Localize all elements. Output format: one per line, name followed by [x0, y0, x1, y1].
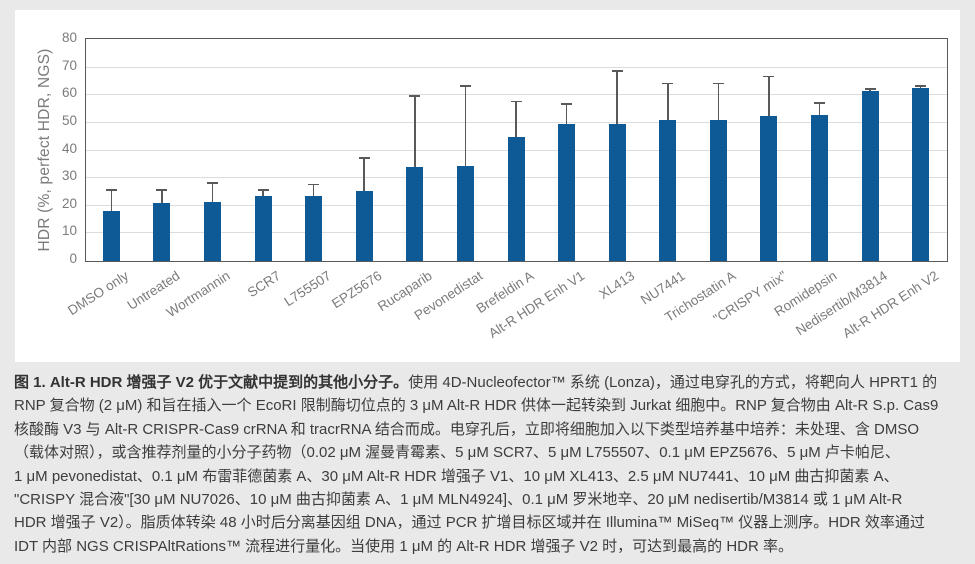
- error-bar-cap: [459, 85, 471, 87]
- bar: [507, 136, 525, 261]
- y-tick-labels: 0 10 20 30 40 50 60 70 80: [15, 30, 77, 266]
- bar: [709, 120, 727, 261]
- bar: [406, 167, 424, 261]
- caption-line: IDT 内部 NGS CRISPAltRations™ 流程进行量化。当使用 1…: [14, 537, 793, 555]
- x-tick-label: Alt-R HDR Enh V1: [485, 268, 587, 342]
- bar: [811, 114, 829, 261]
- gridline: [86, 66, 947, 68]
- x-tick-labels: DMSO only Untreated Wortmannin SCR7 L755507 E…: [65, 268, 948, 360]
- bar: [355, 190, 373, 261]
- caption-line: 核酸酶 V3 与 Alt-R CRISPR-Cas9 crRNA 和 tracr…: [14, 420, 920, 438]
- figure-caption: 图 1. Alt-R HDR 增强子 V2 优于文献中提到的其他小分子。使用 4…: [14, 371, 964, 558]
- chart-panel: HDR (%, perfect HDR, NGS) 0 10 20 30 40 50 60 7…: [15, 10, 960, 362]
- plot-area: [85, 38, 948, 262]
- bar: [558, 124, 576, 261]
- error-bar: [869, 89, 871, 92]
- caption-line: （载体对照），或含推荐剂量的小分子药物（0.02 μM 渥曼青霉素、5 μM S…: [14, 444, 900, 462]
- x-tick-label: DMSO only: [65, 268, 132, 319]
- error-bar-cap: [156, 189, 168, 191]
- bar: [102, 211, 120, 261]
- error-bar-cap: [561, 103, 573, 105]
- error-bar-cap: [358, 157, 370, 159]
- y-tick-label: 60: [61, 85, 77, 101]
- error-bar: [667, 84, 669, 121]
- x-tick-label: Alt-R HDR Enh V2: [839, 268, 941, 342]
- bar: [912, 88, 930, 261]
- error-bar-cap: [257, 189, 269, 191]
- error-bar: [363, 158, 365, 191]
- error-bar: [464, 86, 467, 166]
- error-bar-cap: [814, 102, 826, 104]
- bar: [305, 196, 323, 261]
- error-bar-cap: [611, 70, 623, 72]
- caption-lead: 图 1. Alt-R HDR 增强子 V2 优于文献中提到的其他小分子。: [14, 374, 409, 391]
- error-bar: [211, 183, 214, 202]
- error-bar: [818, 103, 821, 115]
- bar: [456, 165, 474, 261]
- y-tick-label: 30: [61, 168, 77, 184]
- error-bar: [717, 84, 720, 121]
- error-bar: [768, 77, 770, 116]
- gridline: [86, 94, 947, 96]
- x-tick-label: L755507: [281, 268, 334, 310]
- y-tick-label: 40: [61, 140, 77, 156]
- y-tick-label: 0: [69, 251, 77, 266]
- error-bar-cap: [915, 85, 927, 87]
- error-bar-cap: [510, 100, 522, 103]
- error-bar-cap: [308, 183, 320, 186]
- error-bar: [565, 104, 568, 125]
- error-bar-cap: [662, 82, 674, 85]
- x-tick-label: XL413: [596, 268, 638, 302]
- error-bar-cap: [864, 88, 876, 90]
- error-bar: [110, 190, 113, 212]
- bar: [254, 196, 272, 261]
- error-bar-cap: [763, 75, 775, 78]
- bar: [760, 115, 778, 261]
- bar: [861, 91, 879, 261]
- bar: [153, 203, 171, 261]
- caption-line: "CRISPY 混合液"[30 μM NU7026、10 μM 曲古抑菌素 A、…: [14, 491, 903, 509]
- caption-line: 图 1. Alt-R HDR 增强子 V2 优于文献中提到的其他小分子。使用 4…: [14, 371, 964, 394]
- y-tick-label: 70: [61, 57, 77, 73]
- error-bar: [262, 190, 264, 197]
- error-bar: [312, 185, 315, 197]
- y-tick-label: 20: [61, 195, 77, 211]
- error-bar: [515, 102, 517, 137]
- error-bar-cap: [712, 82, 724, 85]
- error-bar-cap: [409, 95, 421, 97]
- error-bar: [616, 71, 618, 125]
- caption-line: 1 μM pevonedistat、0.1 μM 布雷菲德菌素 A、30 μM …: [14, 467, 899, 485]
- bar: [608, 124, 626, 261]
- error-bar: [919, 86, 922, 89]
- x-tick-label: SCR7: [244, 268, 284, 301]
- caption-line: HDR 增强子 V2）。脂质体转染 48 小时后分离基因组 DNA，通过 PCR…: [14, 514, 925, 532]
- y-tick-label: 10: [61, 223, 77, 239]
- caption-line: RNP 复合物 (2 μM) 和旨在插入一个 EcoRI 限制酶切位点的 3 μ…: [14, 397, 939, 415]
- error-bar: [161, 190, 163, 203]
- y-tick-label: 50: [61, 112, 77, 128]
- error-bar-cap: [105, 189, 117, 191]
- y-tick-label: 80: [61, 30, 77, 45]
- error-bar: [414, 96, 416, 168]
- bar: [203, 201, 221, 261]
- caption-text: 使用 4D-Nucleofector™ 系统 (Lonza)，通过电穿孔的方式，…: [408, 374, 938, 391]
- bar: [659, 120, 677, 261]
- error-bar-cap: [206, 182, 218, 184]
